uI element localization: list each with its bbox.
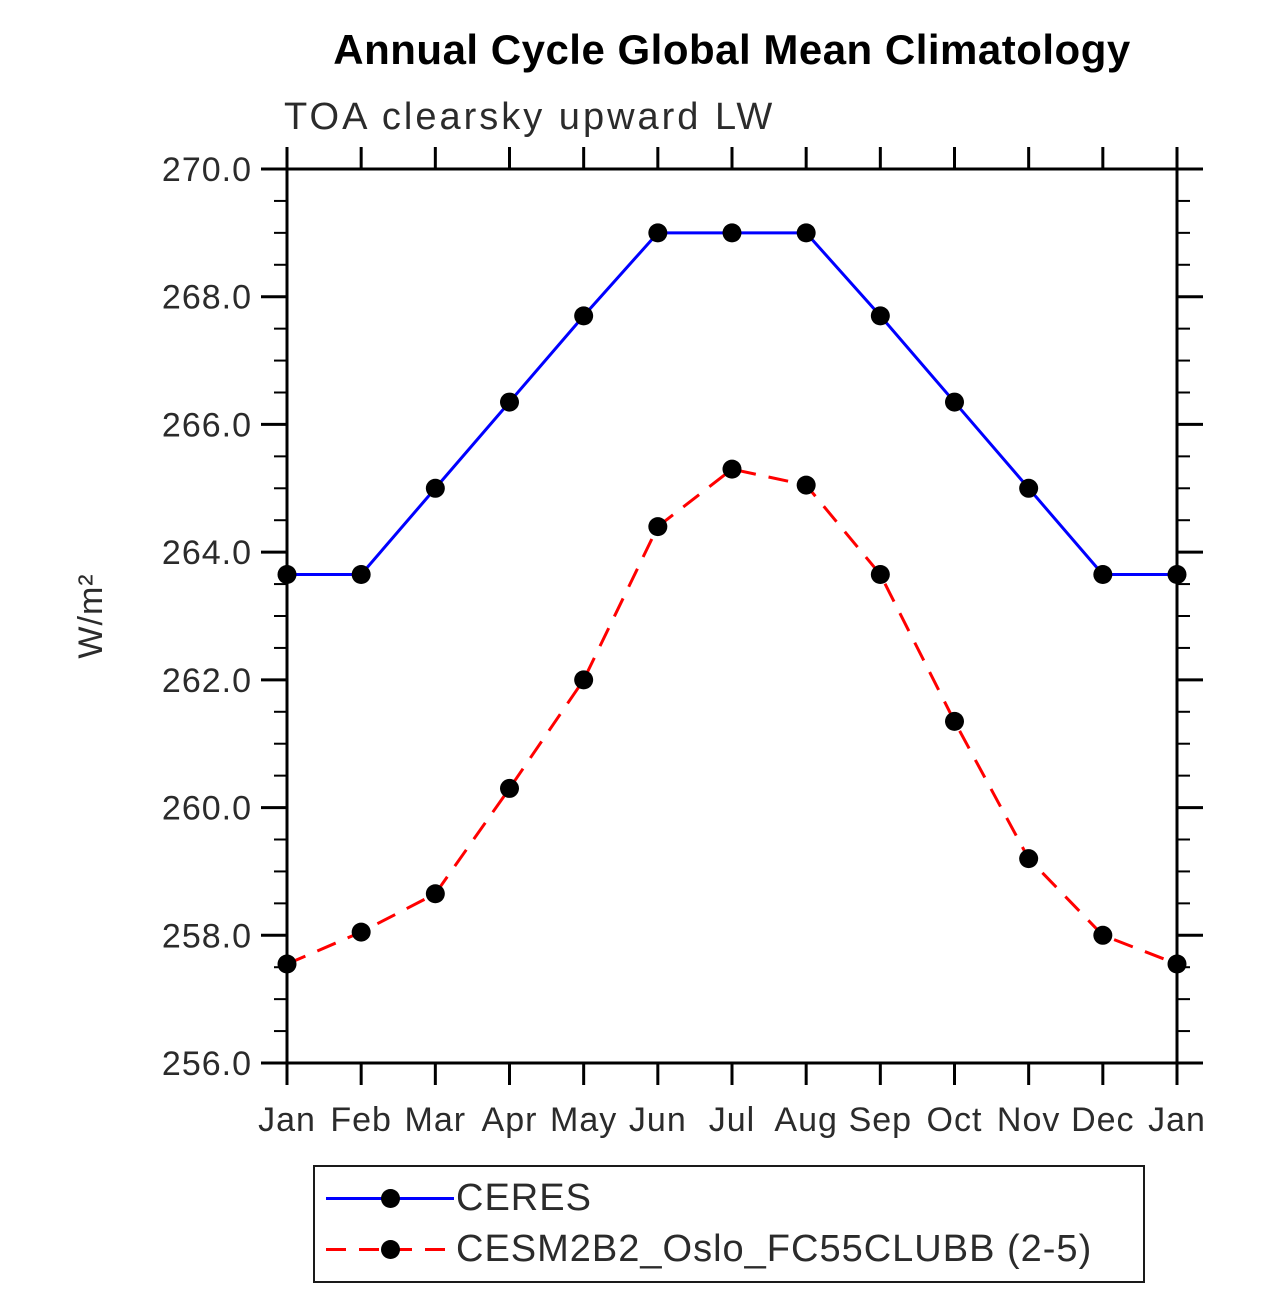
- x-axis-ticks: [285, 147, 1179, 1085]
- x-tick-label: Jan: [1148, 1101, 1206, 1139]
- data-point: [425, 884, 445, 904]
- x-tick-label: Apr: [482, 1101, 538, 1139]
- data-point: [351, 922, 371, 942]
- data-point: [277, 564, 297, 584]
- x-tick-label: Mar: [405, 1101, 467, 1139]
- legend-label-ceres: CERES: [456, 1177, 592, 1219]
- x-tick-label: Jul: [709, 1101, 755, 1139]
- series-markers-1: [277, 459, 1187, 974]
- chart-subtitle: TOA clearsky upward LW: [284, 96, 776, 138]
- y-tick-label: 258.0: [162, 917, 252, 955]
- data-point: [425, 478, 445, 498]
- x-tick-label: Oct: [927, 1101, 983, 1139]
- data-point: [1019, 849, 1039, 869]
- y-tick-label: 264.0: [162, 534, 252, 572]
- y-axis-ticks: [261, 167, 1203, 1065]
- data-point: [500, 392, 519, 412]
- legend: CERES CESM2B2_Oslo_FC55CLUBB (2-5): [313, 1165, 1145, 1283]
- series-line-0: [287, 231, 1177, 576]
- data-point: [574, 306, 594, 326]
- x-tick-label: Aug: [774, 1101, 838, 1139]
- data-point: [1019, 478, 1039, 498]
- legend-item-cesm2b2: CESM2B2_Oslo_FC55CLUBB (2-5): [326, 1226, 1143, 1274]
- x-tick-label: Feb: [330, 1101, 392, 1139]
- chart-title: Annual Cycle Global Mean Climatology: [333, 26, 1131, 73]
- y-tick-label: 262.0: [162, 662, 252, 700]
- data-point: [648, 223, 668, 243]
- plot-frame: [285, 167, 1179, 1065]
- x-tick-label: May: [550, 1101, 617, 1139]
- y-axis-labels: 256.0 258.0 260.0 262.0 264.0 266.0 268.0 270.0: [162, 151, 252, 1083]
- x-tick-label: Jun: [629, 1101, 687, 1139]
- legend-label-cesm2b2: CESM2B2_Oslo_FC55CLUBB (2-5): [456, 1228, 1093, 1270]
- y-tick-label: 266.0: [162, 406, 252, 444]
- data-point: [870, 564, 890, 584]
- legend-item-ceres: CERES: [326, 1175, 1143, 1223]
- x-axis-labels: Jan Feb Mar Apr May Jun Jul Aug Sep Oct Nov Dec Jan: [258, 1101, 1206, 1139]
- data-point: [1093, 564, 1113, 584]
- data-point: [722, 459, 742, 479]
- x-tick-label: Sep: [849, 1101, 913, 1139]
- marker-dot-icon: [381, 1240, 400, 1259]
- data-point: [796, 475, 816, 495]
- data-point: [500, 778, 519, 798]
- data-point: [945, 711, 964, 731]
- x-tick-label: Dec: [1071, 1101, 1134, 1139]
- data-point: [945, 392, 964, 412]
- y-tick-label: 260.0: [162, 790, 252, 828]
- data-point: [722, 223, 742, 243]
- data-point: [648, 517, 668, 537]
- x-tick-label: Jan: [258, 1101, 316, 1139]
- y-tick-label: 256.0: [162, 1045, 252, 1083]
- data-point: [1167, 564, 1187, 584]
- x-tick-label: Nov: [997, 1101, 1060, 1139]
- data-point: [870, 306, 890, 326]
- data-point: [277, 954, 297, 974]
- marker-dot-icon: [381, 1189, 400, 1208]
- series-markers-0: [277, 223, 1187, 584]
- data-point: [796, 223, 816, 243]
- data-point: [1167, 954, 1187, 974]
- y-tick-label: 270.0: [162, 151, 252, 189]
- data-point: [1093, 925, 1113, 945]
- data-point: [351, 564, 371, 584]
- y-axis-title: W/m²: [72, 573, 110, 658]
- series-line-1: [286, 467, 1178, 966]
- y-tick-label: 268.0: [162, 279, 252, 317]
- data-point: [574, 670, 594, 690]
